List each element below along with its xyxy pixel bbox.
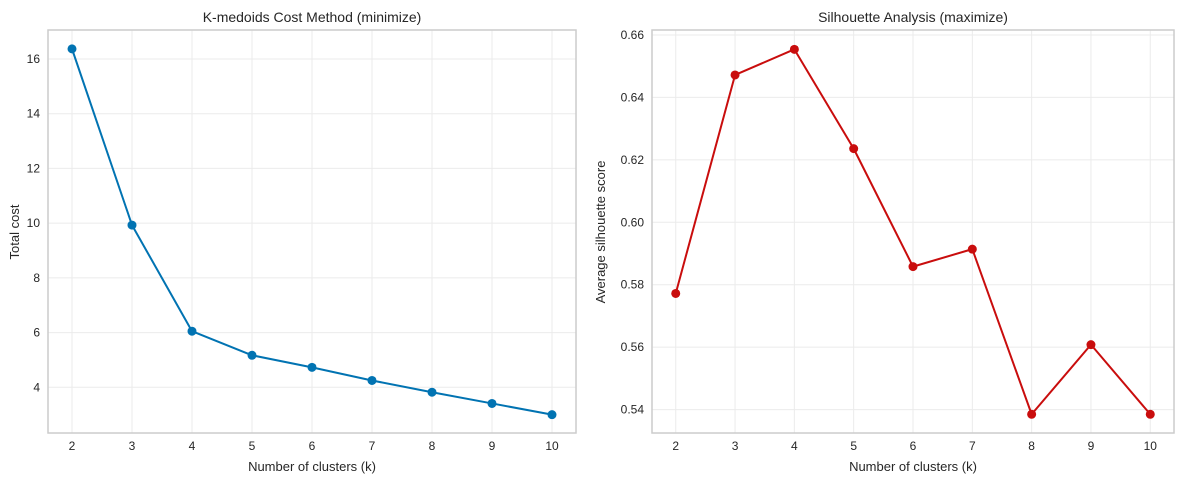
cost-chart-xtick-label: 4	[189, 439, 196, 453]
cost-chart-ytick-label: 12	[27, 161, 41, 175]
silhouette-chart-point-k9	[1086, 340, 1096, 350]
cost-chart-xtick-label: 10	[545, 439, 559, 453]
silhouette-chart-xtick-label: 4	[791, 439, 798, 453]
cost-chart-xtick-label: 3	[129, 439, 136, 453]
silhouette-chart-xticks: 2 3 4 5 6 7 8 9 10	[672, 439, 1157, 453]
silhouette-chart-point-k2	[671, 288, 681, 298]
cost-chart-point-k2	[67, 44, 77, 54]
cost-chart-xtick-label: 9	[489, 439, 496, 453]
silhouette-chart-point-k3	[730, 70, 740, 80]
silhouette-chart-xtick-label: 6	[910, 439, 917, 453]
cost-chart-ytick-label: 8	[33, 271, 40, 285]
cost-chart-ytick-label: 4	[33, 380, 40, 394]
silhouette-chart-ytick-label: 0.64	[621, 90, 645, 104]
silhouette-chart-xtick-label: 7	[969, 439, 976, 453]
cost-chart-xtick-label: 6	[309, 439, 316, 453]
cost-chart-point-k6	[307, 362, 317, 372]
cost-chart-xtick-label: 2	[69, 439, 76, 453]
cost-chart-xlabel: Number of clusters (k)	[248, 459, 376, 474]
silhouette-chart-point-k5	[849, 144, 859, 154]
cost-chart-xticks: 2 3 4 5 6 7 8 9 10	[69, 439, 559, 453]
silhouette-chart-ytick-label: 0.62	[621, 153, 645, 167]
silhouette-chart-ytick-label: 0.58	[621, 278, 645, 292]
cost-chart-xtick-label: 7	[369, 439, 376, 453]
silhouette-chart-ytick-label: 0.66	[621, 28, 645, 42]
silhouette-chart-panel: Silhouette Analysis (maximize) 0.540.560…	[593, 9, 1175, 474]
cost-chart-point-k7	[367, 375, 377, 385]
silhouette-chart-xtick-label: 2	[672, 439, 679, 453]
cost-chart-point-k10	[547, 410, 557, 420]
cost-chart-ylabel: Total cost	[7, 204, 22, 259]
silhouette-chart-xlabel: Number of clusters (k)	[849, 459, 977, 474]
silhouette-chart-point-k7	[967, 244, 977, 254]
cost-chart-ytick-label: 6	[33, 326, 40, 340]
cost-chart-grid	[48, 30, 576, 433]
silhouette-chart-series	[671, 44, 1155, 419]
silhouette-chart-point-k8	[1027, 409, 1037, 419]
cost-chart-ytick-label: 10	[27, 216, 41, 230]
silhouette-chart-ylabel: Average silhouette score	[593, 161, 608, 304]
cost-chart-yticks: 4 6 8 10 12 14 16	[27, 52, 41, 394]
cost-chart-xtick-label: 8	[429, 439, 436, 453]
cost-chart-ytick-label: 16	[27, 52, 41, 66]
silhouette-chart-ytick-label: 0.60	[621, 215, 645, 229]
silhouette-chart-xtick-label: 5	[850, 439, 857, 453]
cost-chart-xtick-label: 5	[249, 439, 256, 453]
cost-chart-title: K-medoids Cost Method (minimize)	[203, 9, 422, 25]
cost-chart-point-k8	[427, 387, 437, 397]
silhouette-chart-point-k4	[789, 44, 799, 54]
silhouette-chart-ytick-label: 0.56	[621, 340, 645, 354]
cost-chart-panel: K-medoids Cost Method (minimize) 4 6 8 10 12…	[7, 9, 577, 474]
silhouette-chart-title: Silhouette Analysis (maximize)	[818, 9, 1008, 25]
silhouette-chart-ytick-label: 0.54	[621, 403, 645, 417]
cost-chart-point-k5	[247, 350, 257, 360]
silhouette-chart-grid	[652, 30, 1174, 433]
silhouette-chart-yticks: 0.54 0.56 0.58 0.60 0.62 0.64 0.66	[621, 28, 645, 417]
silhouette-chart-xtick-label: 10	[1144, 439, 1158, 453]
cost-chart-ytick-label: 14	[27, 107, 41, 121]
cost-chart-point-k3	[127, 220, 137, 230]
cost-chart-series	[67, 44, 557, 420]
silhouette-chart-xtick-label: 9	[1088, 439, 1095, 453]
cost-chart-frame	[47, 29, 577, 434]
cost-chart-point-k9	[487, 398, 497, 408]
silhouette-chart-frame	[651, 29, 1175, 434]
silhouette-chart-xtick-label: 3	[732, 439, 739, 453]
silhouette-chart-xtick-label: 8	[1028, 439, 1035, 453]
cost-chart-point-k4	[187, 326, 197, 336]
silhouette-chart-point-k6	[908, 262, 918, 272]
silhouette-chart-point-k10	[1145, 409, 1155, 419]
